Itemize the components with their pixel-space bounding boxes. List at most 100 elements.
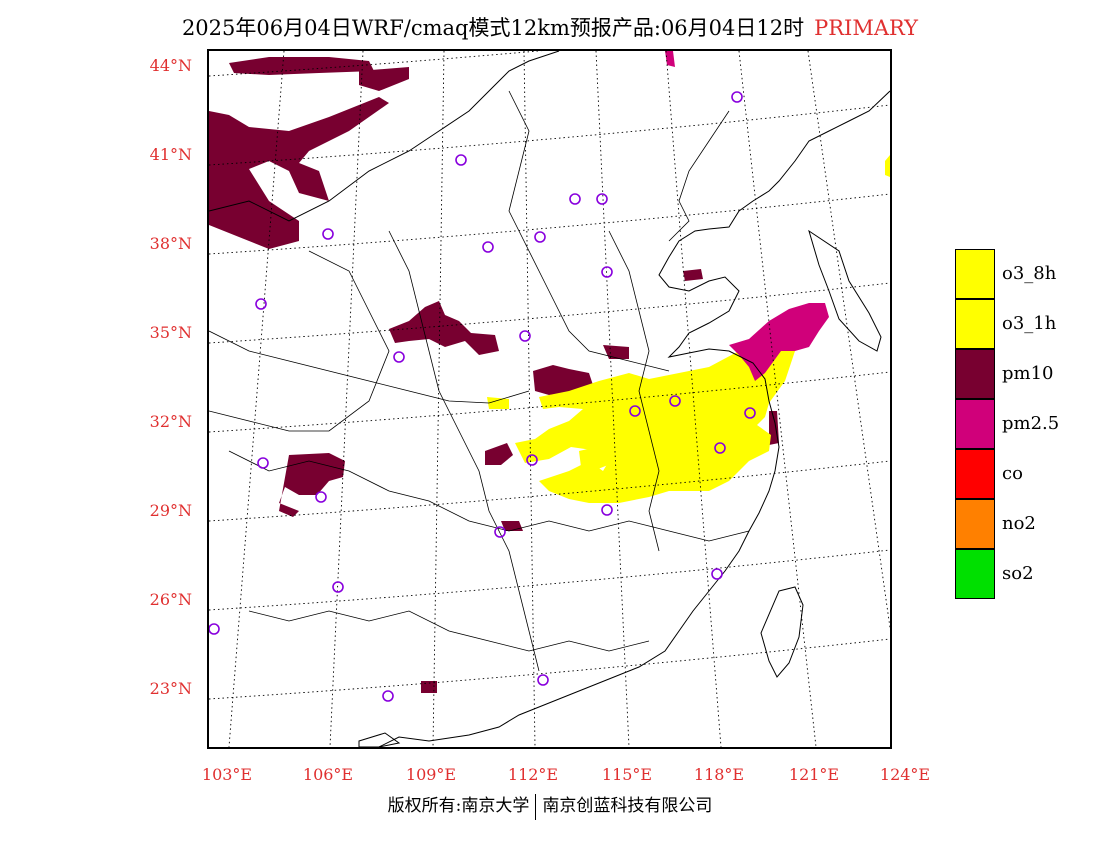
meridian-line bbox=[329, 51, 364, 747]
province-border-5 bbox=[248, 610, 650, 652]
legend-label: co bbox=[1002, 463, 1023, 484]
station-marker bbox=[629, 405, 641, 417]
mongolia-border bbox=[209, 51, 560, 222]
province-border-7 bbox=[668, 110, 730, 242]
map-title: 2025年06月04日WRF/cmaq模式12km预报产品:06月04日12时 P… bbox=[0, 12, 1100, 42]
meridian-line bbox=[228, 51, 285, 747]
legend-label: no2 bbox=[1002, 513, 1036, 534]
legend-label: pm2.5 bbox=[1002, 413, 1060, 434]
longitude-label: 124°E bbox=[879, 765, 931, 784]
parallel-line bbox=[209, 371, 890, 433]
longitude-label: 106°E bbox=[302, 765, 354, 784]
copyright: 版权所有:南京大学 南京创蓝科技有限公司 bbox=[0, 791, 1100, 820]
station-marker bbox=[714, 442, 726, 454]
taiwan-outline bbox=[760, 586, 804, 678]
station-marker bbox=[711, 568, 723, 580]
parallel-line bbox=[209, 549, 890, 611]
pollution-patches bbox=[209, 51, 890, 693]
longitude-label: 115°E bbox=[601, 765, 653, 784]
korea-outline bbox=[808, 229, 882, 352]
station-marker bbox=[601, 504, 613, 516]
pm10-patch-shandong bbox=[683, 269, 703, 281]
pm10-patch-henan bbox=[533, 365, 593, 395]
station-marker bbox=[744, 407, 756, 419]
parallel-line bbox=[209, 193, 890, 255]
station-marker bbox=[255, 298, 267, 310]
station-marker bbox=[494, 526, 506, 538]
station-marker bbox=[537, 674, 549, 686]
longitude-label: 121°E bbox=[788, 765, 840, 784]
title-tag: PRIMARY bbox=[814, 16, 919, 40]
legend-label: pm10 bbox=[1002, 363, 1054, 384]
latitude-label: 35°N bbox=[149, 323, 192, 342]
longitude-label: 103°E bbox=[201, 765, 253, 784]
station-marker bbox=[482, 241, 494, 253]
meridian-line bbox=[523, 51, 536, 747]
longitude-label: 112°E bbox=[507, 765, 559, 784]
copyright-left: 版权所有:南京大学 bbox=[387, 796, 530, 816]
station-marker bbox=[569, 193, 581, 205]
station-marker bbox=[382, 690, 394, 702]
latitude-label: 32°N bbox=[149, 412, 192, 431]
station-marker bbox=[731, 91, 743, 103]
legend-label: o3_1h bbox=[1002, 313, 1057, 334]
latitude-label: 23°N bbox=[149, 679, 192, 698]
pm10-patch-northwest bbox=[209, 97, 389, 249]
station-marker bbox=[596, 193, 608, 205]
province-border-2 bbox=[388, 230, 540, 672]
province-border-8 bbox=[209, 250, 390, 432]
station-marker bbox=[601, 266, 613, 278]
legend-label: so2 bbox=[1002, 563, 1034, 584]
parallel-line bbox=[209, 638, 890, 700]
legend-swatch bbox=[955, 449, 995, 499]
pm10-patch-zhejiang bbox=[769, 411, 779, 445]
forecast-map bbox=[207, 49, 892, 749]
title-text: 2025年06月04日WRF/cmaq模式12km预报产品:06月04日12时 bbox=[181, 16, 805, 40]
latitude-label: 26°N bbox=[149, 590, 192, 609]
o3-patch-liaoning bbox=[885, 155, 890, 177]
station-marker bbox=[332, 581, 344, 593]
province-border-3 bbox=[508, 90, 670, 372]
latitude-label: 44°N bbox=[149, 56, 192, 75]
legend-label: o3_8h bbox=[1002, 263, 1057, 284]
province-border-6 bbox=[608, 230, 660, 552]
station-marker bbox=[534, 231, 546, 243]
pm10-patch-guangdong bbox=[421, 681, 437, 693]
hainan-outline bbox=[358, 732, 401, 747]
pm10-patch-east bbox=[603, 345, 629, 359]
o3-patch-hunan bbox=[579, 445, 613, 471]
station-marker bbox=[393, 351, 405, 363]
latitude-label: 38°N bbox=[149, 234, 192, 253]
copyright-right: 南京创蓝科技有限公司 bbox=[542, 796, 713, 816]
pm10-patch-hubei bbox=[485, 443, 513, 465]
station-marker bbox=[455, 154, 467, 166]
boundary-lines bbox=[209, 51, 890, 747]
station-marker bbox=[315, 491, 327, 503]
legend-swatch bbox=[955, 349, 995, 399]
monitoring-stations bbox=[209, 91, 756, 702]
province-border-1 bbox=[209, 330, 530, 404]
pm10-patch-north bbox=[229, 57, 374, 75]
pm25-patch-north bbox=[665, 51, 675, 67]
station-marker bbox=[257, 457, 269, 469]
longitude-label: 118°E bbox=[693, 765, 745, 784]
graticule bbox=[209, 51, 890, 747]
legend-swatch bbox=[955, 299, 995, 349]
legend-swatch bbox=[955, 499, 995, 549]
parallel-line bbox=[209, 460, 890, 522]
legend-swatch bbox=[955, 549, 995, 599]
station-marker bbox=[322, 228, 334, 240]
province-border-4 bbox=[228, 450, 750, 542]
station-marker bbox=[519, 330, 531, 342]
meridian-line bbox=[665, 51, 722, 747]
pm10-patch-north-2 bbox=[359, 67, 409, 91]
station-marker bbox=[526, 454, 538, 466]
parallel-line bbox=[209, 282, 890, 344]
legend-swatch bbox=[955, 249, 995, 299]
pm25-patch-jiangsu bbox=[729, 303, 829, 381]
china-coastline bbox=[378, 90, 890, 747]
latitude-label: 41°N bbox=[149, 145, 192, 164]
longitude-label: 109°E bbox=[405, 765, 457, 784]
pm10-patch-west-2 bbox=[239, 141, 279, 163]
pm10-patch-sichuan bbox=[279, 453, 345, 517]
